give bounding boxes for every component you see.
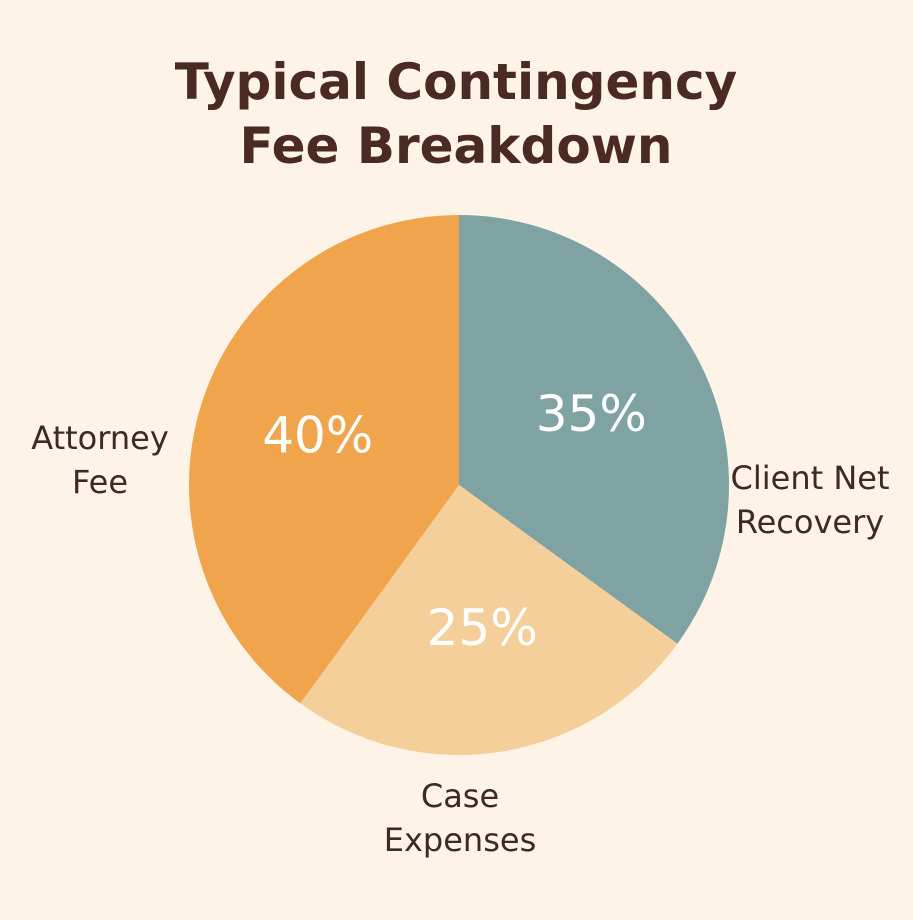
category-label: Client Net Recovery <box>730 459 890 541</box>
value-label: 35% <box>536 385 647 443</box>
category-label: Attorney Fee <box>31 419 169 501</box>
pie-slice <box>189 215 459 704</box>
pie-slice <box>459 215 729 644</box>
value-label: 40% <box>262 407 373 465</box>
chart-title: Typical Contingency Fee Breakdown <box>174 53 738 175</box>
category-label: Case Expenses <box>383 777 537 859</box>
pie-slice <box>300 485 678 755</box>
value-label: 25% <box>427 599 538 657</box>
